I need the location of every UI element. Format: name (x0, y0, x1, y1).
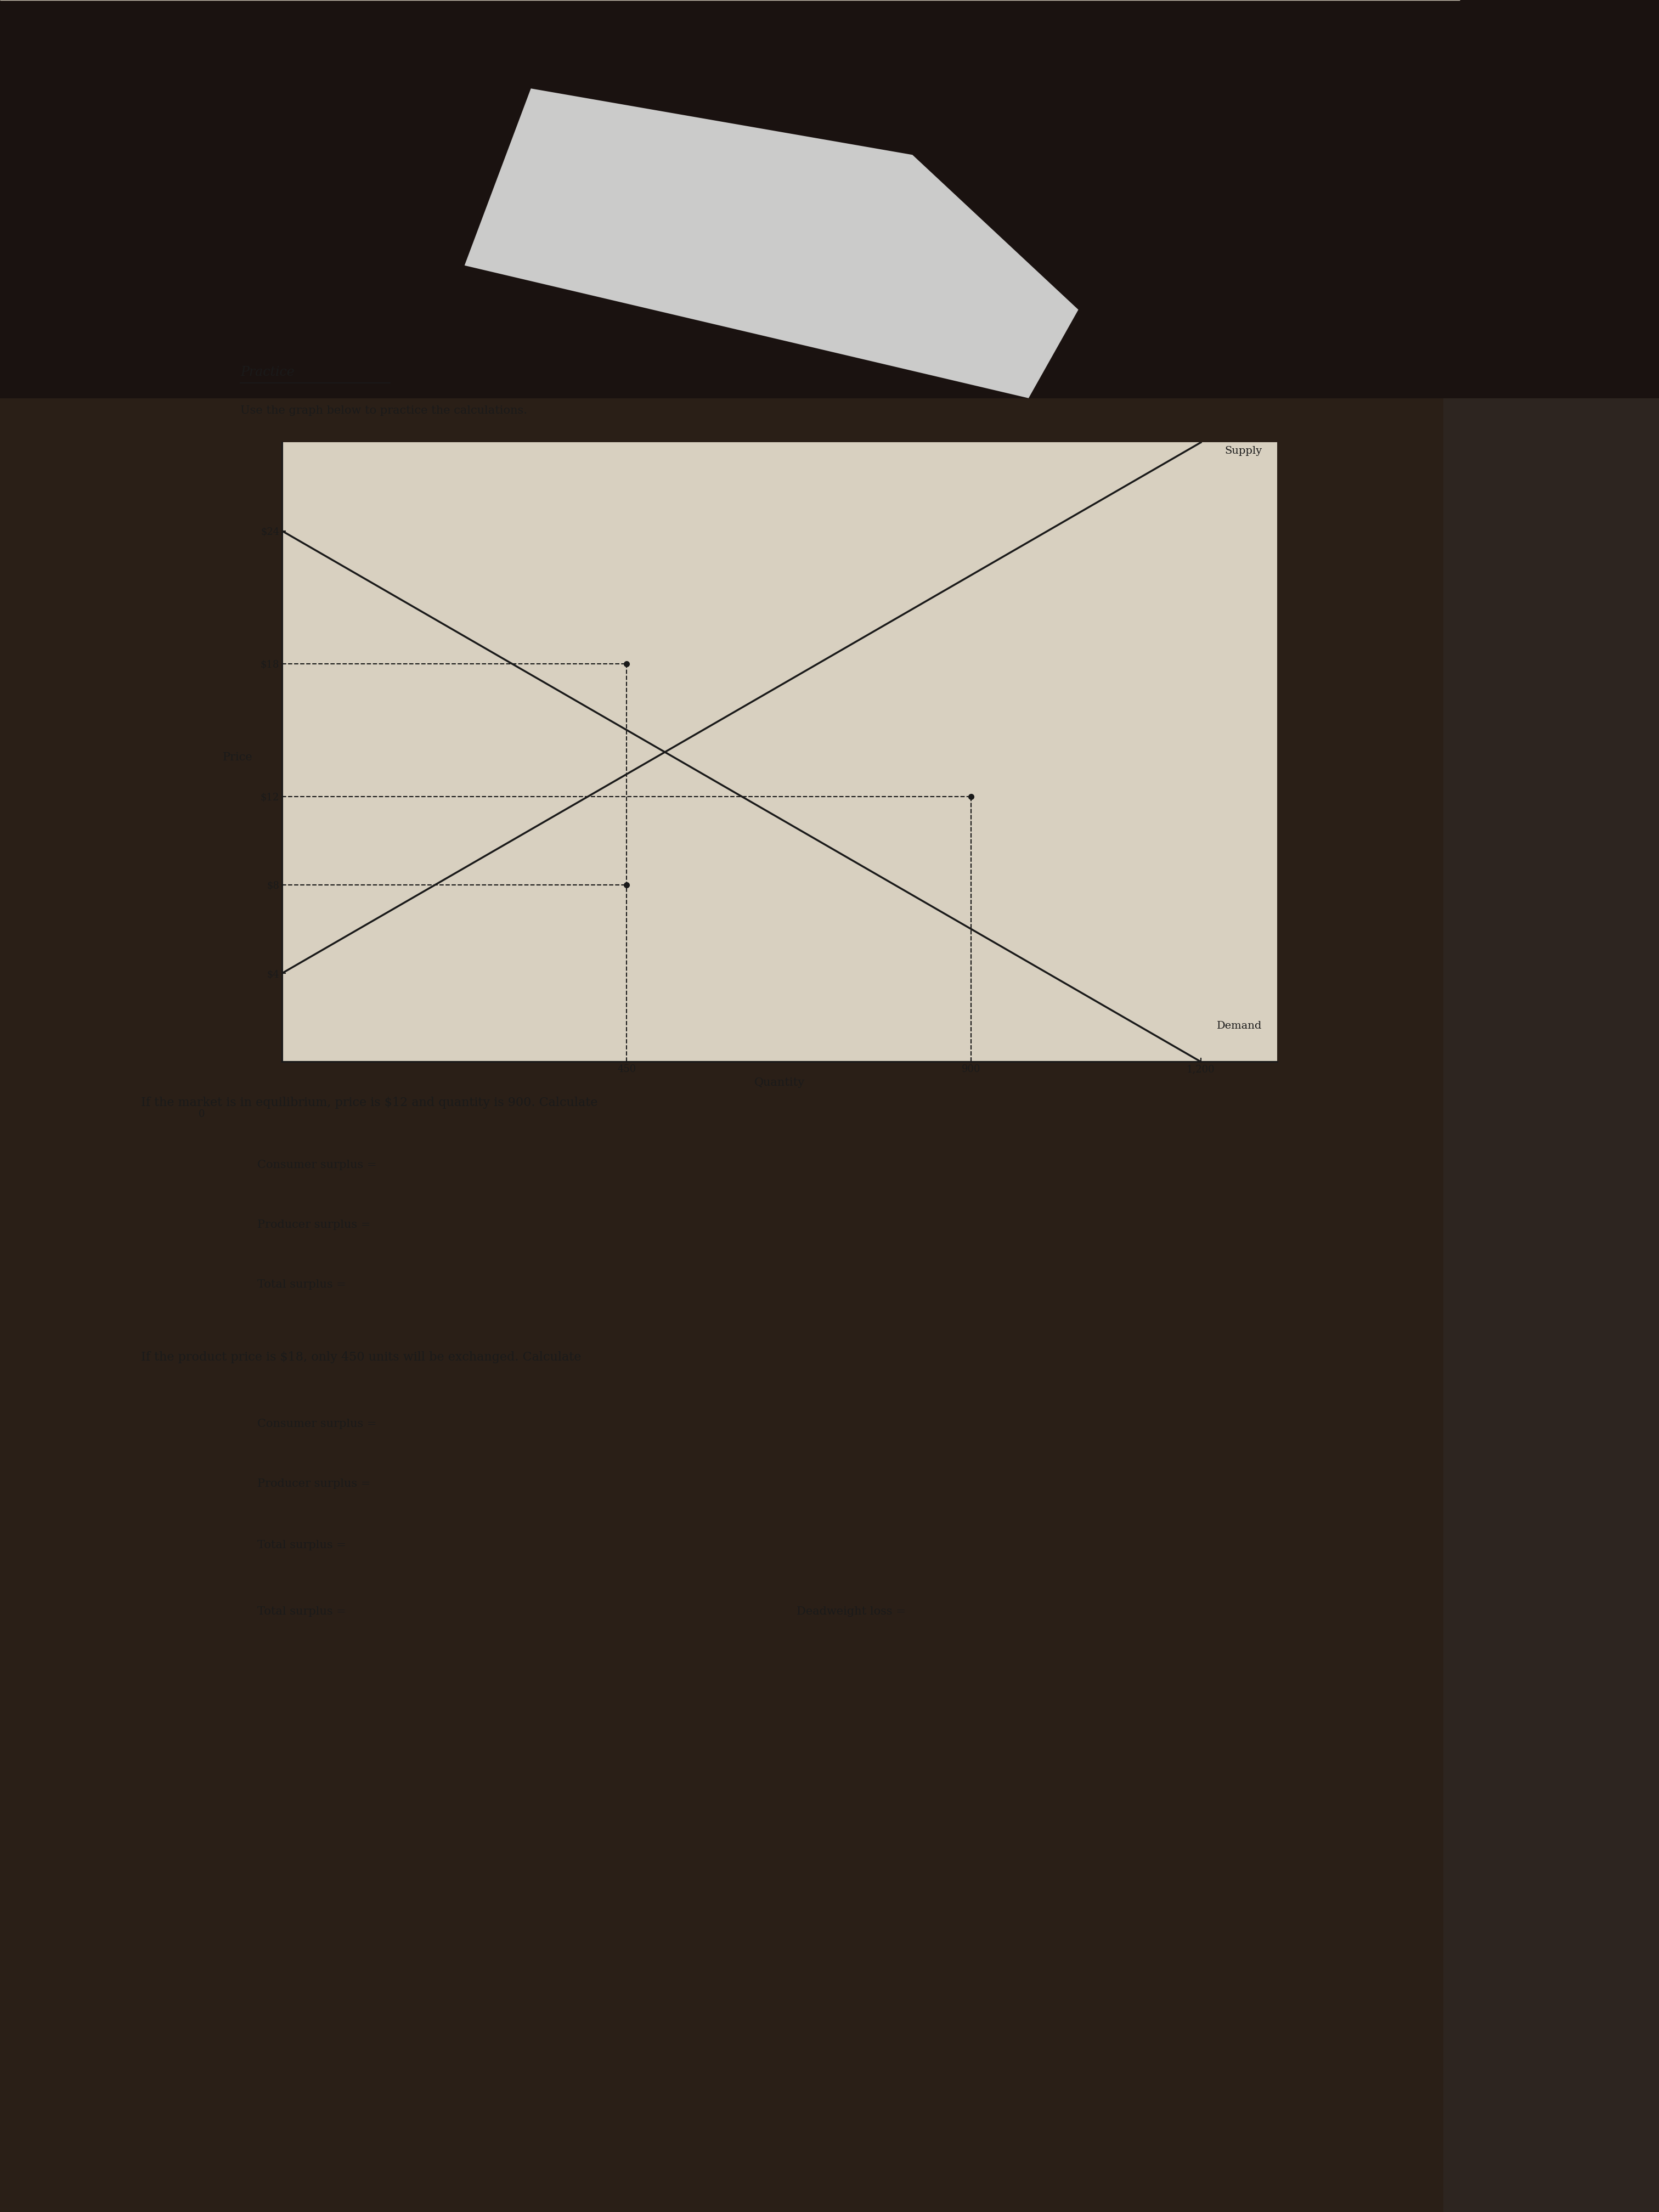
Text: Consumer surplus =: Consumer surplus = (257, 1159, 377, 1170)
Text: Supply: Supply (1224, 447, 1262, 456)
X-axis label: Quantity: Quantity (755, 1077, 805, 1088)
Polygon shape (1443, 398, 1659, 2212)
Text: Producer surplus =: Producer surplus = (257, 1478, 370, 1489)
Text: Total surplus =: Total surplus = (257, 1606, 347, 1617)
Text: Total surplus =: Total surplus = (257, 1279, 347, 1290)
Text: Use the graph below to practice the calculations.: Use the graph below to practice the calc… (241, 405, 528, 416)
Text: If the market is in equilibrium, price is $12 and quantity is 900. Calculate: If the market is in equilibrium, price i… (141, 1097, 597, 1108)
Text: If the product price is $18, only 450 units will be exchanged. Calculate: If the product price is $18, only 450 un… (141, 1352, 581, 1363)
Text: Total surplus =: Total surplus = (257, 1540, 347, 1551)
Text: Practice: Practice (241, 367, 295, 378)
Text: Producer surplus =: Producer surplus = (257, 1219, 370, 1230)
Polygon shape (0, 0, 1659, 398)
Polygon shape (465, 88, 1078, 398)
Text: Demand: Demand (1218, 1022, 1262, 1031)
Text: 0: 0 (199, 1110, 204, 1119)
Text: Deadweight loss =: Deadweight loss = (796, 1606, 906, 1617)
Text: Consumer surplus =: Consumer surplus = (257, 1418, 377, 1429)
Y-axis label: Price: Price (222, 752, 252, 763)
